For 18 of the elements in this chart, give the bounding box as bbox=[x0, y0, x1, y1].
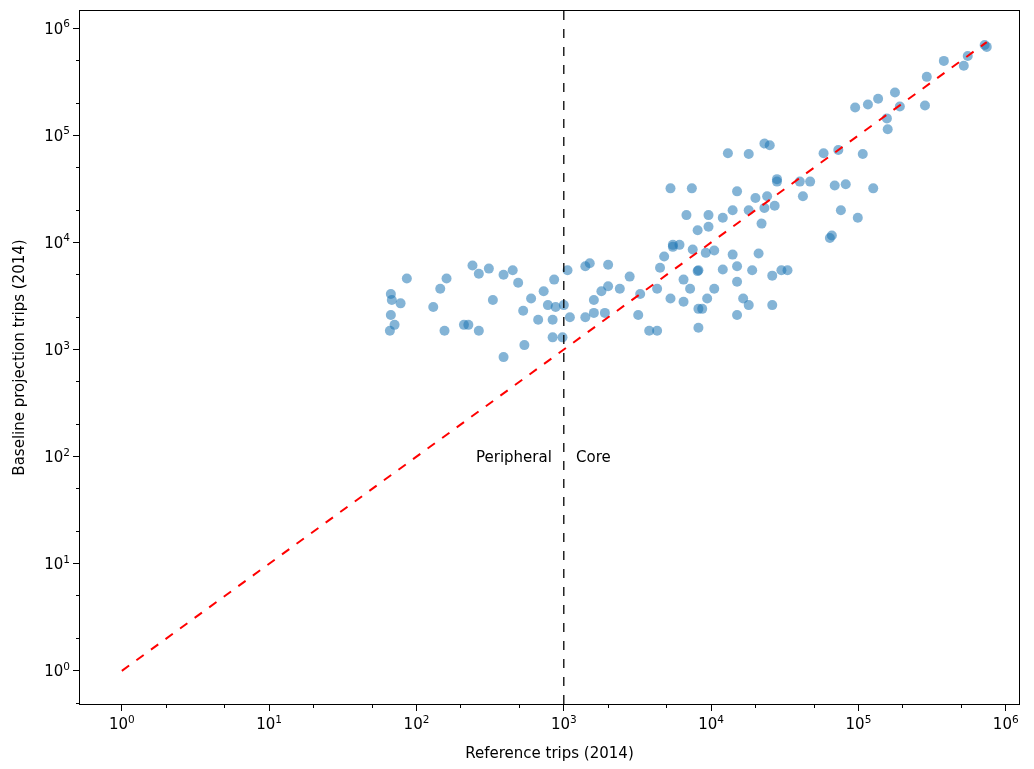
y-tick-label: 10$^{5}$ bbox=[44, 124, 70, 145]
y-tick-label: 10$^{2}$ bbox=[44, 445, 70, 466]
x-tick-label: 10$^{6}$ bbox=[992, 712, 1019, 733]
x-tick-label: 10$^{1}$ bbox=[256, 712, 283, 733]
y-tick-label: 10$^{6}$ bbox=[44, 17, 71, 38]
y-tick-label: 10$^{4}$ bbox=[44, 231, 71, 252]
x-tick-label: 10$^{0}$ bbox=[108, 712, 135, 733]
x-tick-label: 10$^{4}$ bbox=[698, 712, 725, 733]
y-tick-label: 10$^{0}$ bbox=[44, 659, 70, 681]
x-tick-label: 10$^{3}$ bbox=[550, 712, 577, 733]
y-axis-title: Baseline projection trips (2014) bbox=[10, 239, 29, 476]
y-tick-label: 10$^{1}$ bbox=[44, 552, 70, 573]
x-tick-label: 10$^{2}$ bbox=[403, 712, 430, 733]
annotation: Core bbox=[576, 448, 611, 466]
annotation: Peripheral bbox=[476, 448, 552, 466]
y-tick-label: 10$^{3}$ bbox=[44, 338, 70, 359]
x-axis-title: Reference trips (2014) bbox=[465, 744, 634, 762]
x-tick-label: 10$^{5}$ bbox=[845, 712, 872, 733]
